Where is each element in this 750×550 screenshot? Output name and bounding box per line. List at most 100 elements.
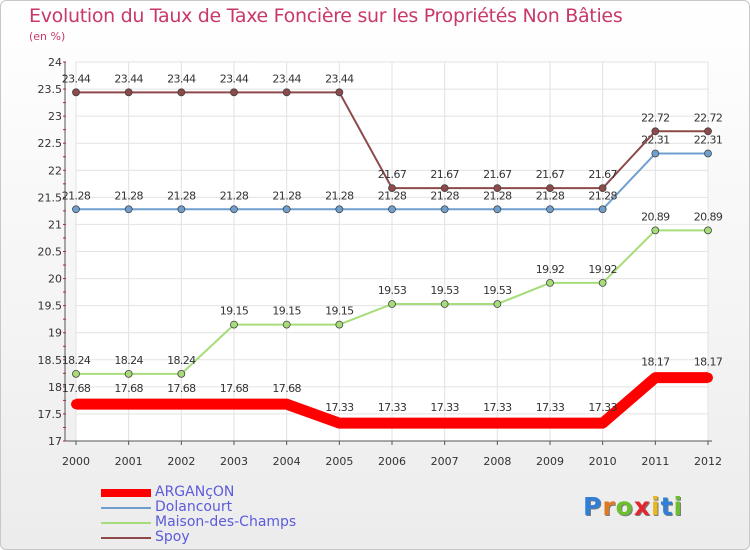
- dolancourt-point: [177, 205, 186, 214]
- argancon-point: [650, 372, 661, 383]
- dolancourt-point: [704, 149, 712, 158]
- maison-des-champs-point: [72, 369, 80, 378]
- argancon-point: [492, 418, 503, 429]
- argancon-data-label: 17.68: [272, 382, 301, 395]
- y-tick-label: 21.5: [38, 191, 63, 204]
- logo-letter: P: [583, 492, 603, 521]
- maison-des-champs-data-label: 19.15: [220, 305, 249, 318]
- dolancourt-data-label: 22.31: [694, 134, 723, 147]
- argancon-point: [229, 399, 239, 410]
- legend: ARGANçON Dolancourt Maison-des-Champs Spoy: [101, 485, 296, 545]
- maison-des-champs-data-label: 19.92: [588, 263, 617, 276]
- argancon-point: [176, 399, 187, 410]
- legend-item-maison-des-champs: Maison-des-Champs: [101, 515, 296, 530]
- dolancourt-point: [651, 149, 660, 158]
- maison-des-champs-point: [546, 279, 554, 287]
- legend-label: Maison-des-Champs: [155, 514, 297, 530]
- dolancourt-data-label: 22.31: [641, 134, 670, 147]
- legend-item-spoy: Spoy: [101, 530, 296, 545]
- spoy-point: [282, 88, 291, 97]
- spoy-point: [651, 127, 660, 136]
- dolancourt-data-label: 21.28: [430, 189, 459, 202]
- spoy-data-label: 21.67: [378, 168, 407, 181]
- chart-title: Evolution du Taux de Taxe Foncière sur l…: [29, 5, 623, 27]
- logo-letter: r: [602, 492, 616, 521]
- spoy-point: [388, 184, 396, 193]
- argancon-point: [387, 418, 397, 429]
- x-tick-label: 2010: [589, 455, 617, 468]
- dolancourt-data-label: 21.28: [588, 189, 617, 202]
- dolancourt-data-label: 21.28: [325, 189, 354, 202]
- logo-letter: i: [673, 492, 684, 521]
- legend-swatch: [101, 489, 151, 497]
- x-tick-label: 2008: [483, 455, 511, 468]
- spoy-data-label: 23.44: [114, 72, 143, 85]
- argancon-point: [439, 418, 450, 429]
- spoy-point: [335, 88, 344, 97]
- argancon-data-label: 17.33: [483, 401, 512, 414]
- maison-des-champs-data-label: 20.89: [694, 210, 723, 223]
- dolancourt-data-label: 21.28: [378, 189, 407, 202]
- dolancourt-data-label: 21.28: [167, 189, 196, 202]
- spoy-point: [493, 184, 502, 193]
- argancon-point: [334, 418, 345, 429]
- argancon-data-label: 17.33: [588, 401, 617, 414]
- maison-des-champs-point: [124, 369, 133, 378]
- x-tick-label: 2009: [536, 455, 564, 468]
- spoy-point: [230, 88, 238, 97]
- maison-des-champs-point: [335, 320, 344, 329]
- x-tick-label: 2011: [641, 455, 669, 468]
- maison-des-champs-data-label: 19.92: [536, 263, 565, 276]
- dolancourt-data-label: 21.28: [272, 189, 301, 202]
- y-tick-label: 23.5: [38, 83, 63, 96]
- spoy-data-label: 23.44: [167, 72, 196, 85]
- x-tick-label: 2012: [694, 455, 722, 468]
- y-tick-label: 18: [48, 381, 62, 394]
- argancon-data-label: 17.33: [430, 401, 459, 414]
- dolancourt-data-label: 21.28: [62, 189, 91, 202]
- maison-des-champs-point: [440, 300, 449, 308]
- maison-des-champs-point: [230, 320, 238, 329]
- x-tick-label: 2000: [62, 455, 90, 468]
- maison-des-champs-data-label: 19.53: [430, 284, 459, 297]
- y-tick-label: 22.5: [38, 137, 63, 150]
- maison-des-champs-data-label: 18.24: [62, 354, 91, 367]
- argancon-data-label: 17.68: [220, 382, 249, 395]
- argancon-point: [281, 399, 292, 410]
- spoy-point: [72, 88, 80, 97]
- x-tick-label: 2002: [167, 455, 195, 468]
- argancon-data-label: 17.68: [62, 382, 91, 395]
- dolancourt-data-label: 21.28: [220, 189, 249, 202]
- x-tick-label: 2003: [220, 455, 248, 468]
- dolancourt-point: [598, 205, 607, 214]
- maison-des-champs-data-label: 18.24: [167, 354, 196, 367]
- argancon-data-label: 17.33: [536, 401, 565, 414]
- x-tick-label: 2004: [273, 455, 301, 468]
- dolancourt-data-label: 21.28: [536, 189, 565, 202]
- spoy-data-label: 23.44: [325, 72, 354, 85]
- argancon-data-label: 17.33: [325, 401, 354, 414]
- spoy-point: [598, 184, 607, 193]
- maison-des-champs-data-label: 18.24: [114, 354, 143, 367]
- argancon-point: [545, 418, 555, 429]
- x-tick-label: 2005: [325, 455, 353, 468]
- argancon-point: [597, 418, 608, 429]
- logo-letter: i: [651, 492, 661, 521]
- legend-swatch: [101, 537, 151, 539]
- logo-letter: o: [615, 492, 634, 521]
- maison-des-champs-point: [388, 300, 396, 308]
- y-tick-label: 20: [48, 273, 62, 286]
- legend-label: ARGANçON: [155, 484, 235, 500]
- logo-letter: t: [660, 492, 674, 521]
- y-tick-label: 19.5: [38, 300, 63, 313]
- spoy-point: [124, 88, 133, 97]
- maison-des-champs-point: [177, 369, 186, 378]
- argancon-point: [71, 399, 81, 410]
- dolancourt-point: [282, 205, 291, 214]
- dolancourt-point: [335, 205, 344, 214]
- argancon-data-label: 17.33: [378, 401, 407, 414]
- spoy-data-label: 22.72: [694, 111, 723, 124]
- maison-des-champs-data-label: 19.15: [325, 305, 354, 318]
- maison-des-champs-point: [704, 226, 712, 235]
- y-tick-label: 19: [48, 327, 62, 340]
